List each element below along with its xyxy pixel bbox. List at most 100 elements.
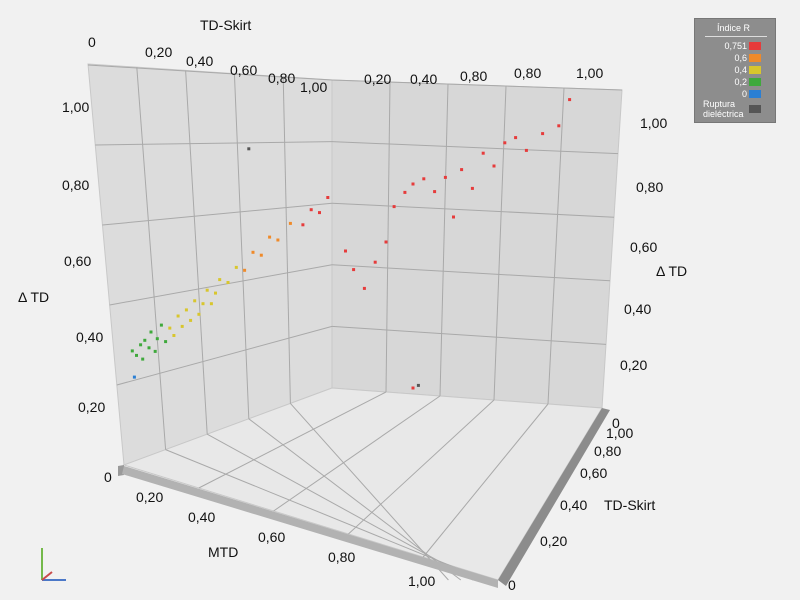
data-point [135,353,138,357]
data-point [214,291,217,295]
grid-line-floor-b [198,391,387,489]
data-point [326,196,330,199]
data-point [524,148,528,152]
data-point [159,323,163,327]
grid-lines [87,64,623,581]
grid-line-right-horizontal [331,141,619,155]
data-point [541,132,545,136]
data-point [481,151,485,155]
tick-z-right-2: 0,40 [624,301,651,317]
data-point [201,302,205,306]
data-point [362,286,366,290]
grid-line-left-horizontal [116,325,333,386]
data-point [168,326,172,330]
grid-line-floor-a [248,418,462,581]
data-point [344,249,347,253]
tick-top-right-4: 1,00 [576,65,603,81]
legend-swatch [749,54,761,62]
data-point [433,190,437,194]
data-point [443,175,447,179]
data-point [155,337,159,341]
tick-x-3: 0,80 [328,549,355,565]
legend-breakdown-swatch [749,105,761,113]
data-point [251,250,255,254]
tick-z-left-2: 0,40 [76,329,103,345]
data-point [209,302,213,306]
data-point [247,147,251,151]
grid-line-right-horizontal [331,79,623,91]
data-point [352,268,356,272]
data-point [132,375,136,379]
tick-br-0: 0 [508,577,516,593]
data-point [470,186,474,190]
data-point [143,338,147,342]
back-wall-right [331,79,623,409]
legend-label: 0,2 [734,77,747,87]
data-point [139,343,143,347]
data-point [164,340,168,344]
grid-line-left-vertical [282,76,291,404]
tick-z-right-5: 1,00 [640,115,667,131]
data-point [218,278,222,282]
data-point [392,205,396,209]
data-point [384,240,388,244]
data-point [492,164,496,168]
data-point [288,221,292,225]
data-point [197,312,201,316]
data-point [147,346,151,350]
legend-label: 0,4 [734,65,747,75]
data-point [130,349,134,353]
data-point [276,238,280,242]
data-point [243,268,247,272]
data-point [259,253,263,257]
legend-item: 0 [705,89,769,99]
front-edge-bottom [122,466,498,588]
grid-line-floor-b [422,403,549,558]
data-point [172,334,176,337]
tick-br-1: 0,20 [540,533,567,549]
tick-z-right-3: 0,60 [630,239,657,255]
tick-br-2: 0,40 [560,497,587,513]
data-point [153,349,157,353]
data-point [460,168,464,172]
data-point [193,299,197,303]
data-point [514,136,518,140]
data-point [309,208,313,212]
data-point [411,386,415,390]
tick-z-left-0: 0 [104,469,112,485]
tick-x-1: 0,40 [188,509,215,525]
data-point [226,281,230,284]
data-point [318,211,321,215]
data-points [130,98,572,390]
grid-line-left-vertical [136,67,167,450]
tick-br-3: 0,60 [580,465,607,481]
grid-line-right-horizontal [331,202,615,218]
tick-x-4: 1,00 [408,573,435,589]
legend-title: Índice R [717,23,751,33]
grid-line-right-vertical [547,87,565,405]
legend-swatch [749,78,761,86]
data-point [205,288,209,292]
data-point [301,223,305,227]
data-point [416,383,420,387]
tick-z-left-5: 1,00 [62,99,89,115]
data-point [373,260,377,264]
data-point [503,141,507,145]
tick-z-left-1: 0,20 [78,399,105,415]
tick-top-right-1: 0,40 [410,71,437,87]
tick-z-right-0: 0 [612,415,620,431]
z-axis-title-right: Δ TD [656,263,687,279]
tick-top-left-4: 0,80 [268,70,295,86]
tick-top-right-2: 0,80 [460,68,487,84]
data-point [189,318,193,322]
data-point [268,235,272,239]
bottom-right-axis-title: TD-Skirt [604,497,655,513]
legend-label: 0,751 [724,41,747,51]
front-edge-right [498,408,610,586]
data-point [568,98,572,102]
legend-divider [705,36,767,37]
grid-line-left-horizontal [95,141,333,146]
grid-line-left-horizontal [87,64,333,81]
data-point [452,215,455,219]
